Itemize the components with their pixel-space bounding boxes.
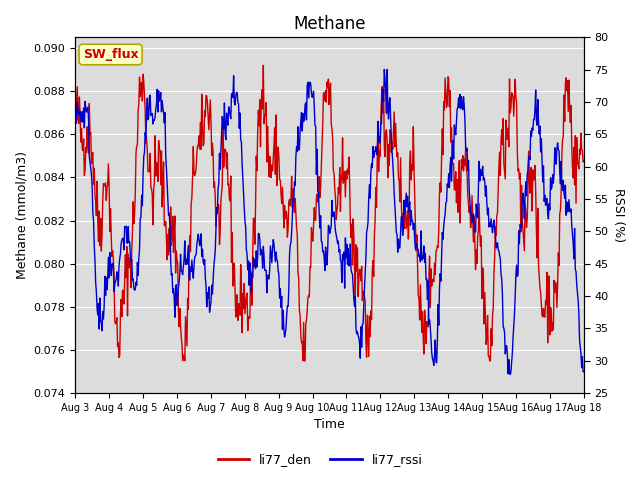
li77_rssi	[211, 248, 219, 254]
li77_den	[392, 143, 400, 149]
Y-axis label: RSSI (%): RSSI (%)	[612, 188, 625, 242]
Line: li77_rssi: li77_rssi	[75, 70, 584, 374]
li77_rssi	[133, 282, 141, 288]
li77_den	[185, 258, 193, 264]
li77_den	[179, 358, 186, 364]
li77_den	[71, 107, 79, 113]
Text: SW_flux: SW_flux	[83, 48, 138, 61]
li77_rssi	[392, 215, 399, 221]
li77_rssi	[580, 369, 588, 374]
li77_rssi	[406, 222, 414, 228]
li77_den	[580, 158, 588, 164]
li77_den	[81, 172, 88, 178]
li77_den	[212, 223, 220, 229]
li77_rssi	[380, 67, 388, 72]
li77_rssi	[81, 125, 88, 131]
li77_den	[133, 144, 141, 149]
li77_den	[407, 177, 415, 183]
Line: li77_den: li77_den	[75, 65, 584, 361]
li77_rssi	[71, 100, 79, 106]
li77_den	[259, 62, 267, 68]
li77_rssi	[506, 372, 514, 377]
Legend: li77_den, li77_rssi: li77_den, li77_rssi	[212, 448, 428, 471]
Title: Methane: Methane	[293, 15, 365, 33]
Y-axis label: Methane (mmol/m3): Methane (mmol/m3)	[15, 151, 28, 279]
li77_rssi	[184, 243, 192, 249]
X-axis label: Time: Time	[314, 419, 345, 432]
